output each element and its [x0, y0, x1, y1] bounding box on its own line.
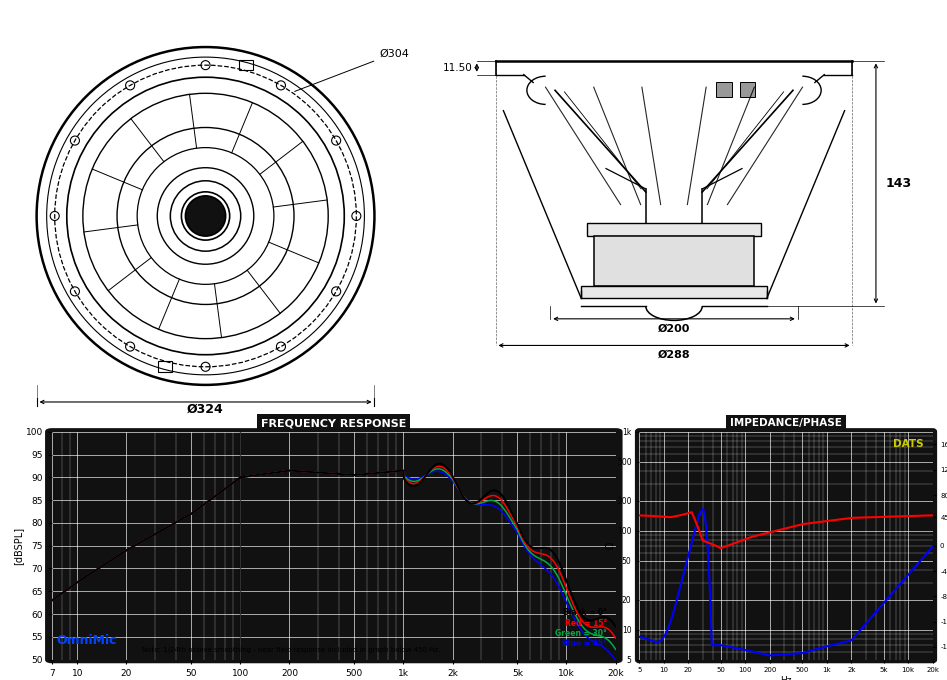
Text: Note: 1/24th octave smoothing - near field response included in graph below 450 : Note: 1/24th octave smoothing - near fie…: [142, 647, 440, 653]
Bar: [158, 362, 172, 371]
Bar: [239, 61, 253, 71]
Text: 11.50: 11.50: [442, 63, 473, 73]
Text: Red = 15°: Red = 15°: [564, 619, 607, 628]
Text: DATS: DATS: [893, 439, 924, 449]
Y-axis label: Ω: Ω: [605, 542, 616, 549]
Bar: [740, 82, 756, 97]
Bar: [594, 236, 755, 286]
Text: Black = 0°: Black = 0°: [563, 609, 607, 617]
FancyBboxPatch shape: [46, 430, 621, 662]
Title: FREQUENCY RESPONSE: FREQUENCY RESPONSE: [261, 418, 406, 428]
Bar: [716, 82, 732, 97]
Text: 143: 143: [885, 177, 911, 190]
Text: Ø288: Ø288: [658, 350, 690, 360]
FancyBboxPatch shape: [636, 430, 936, 662]
Text: OmniMic: OmniMic: [57, 634, 117, 647]
Text: Ø304: Ø304: [380, 49, 409, 59]
Bar: [581, 286, 767, 299]
Y-axis label: [dBSPL]: [dBSPL]: [13, 526, 23, 565]
Title: IMPEDANCE/PHASE: IMPEDANCE/PHASE: [730, 418, 842, 428]
Bar: [587, 223, 760, 236]
Text: Green = 30°: Green = 30°: [555, 629, 607, 638]
Text: Ø200: Ø200: [658, 324, 690, 333]
Circle shape: [186, 196, 225, 236]
X-axis label: Hz: Hz: [780, 676, 792, 680]
Text: Blue = 45°: Blue = 45°: [563, 639, 607, 648]
Text: Ø324: Ø324: [188, 403, 223, 416]
